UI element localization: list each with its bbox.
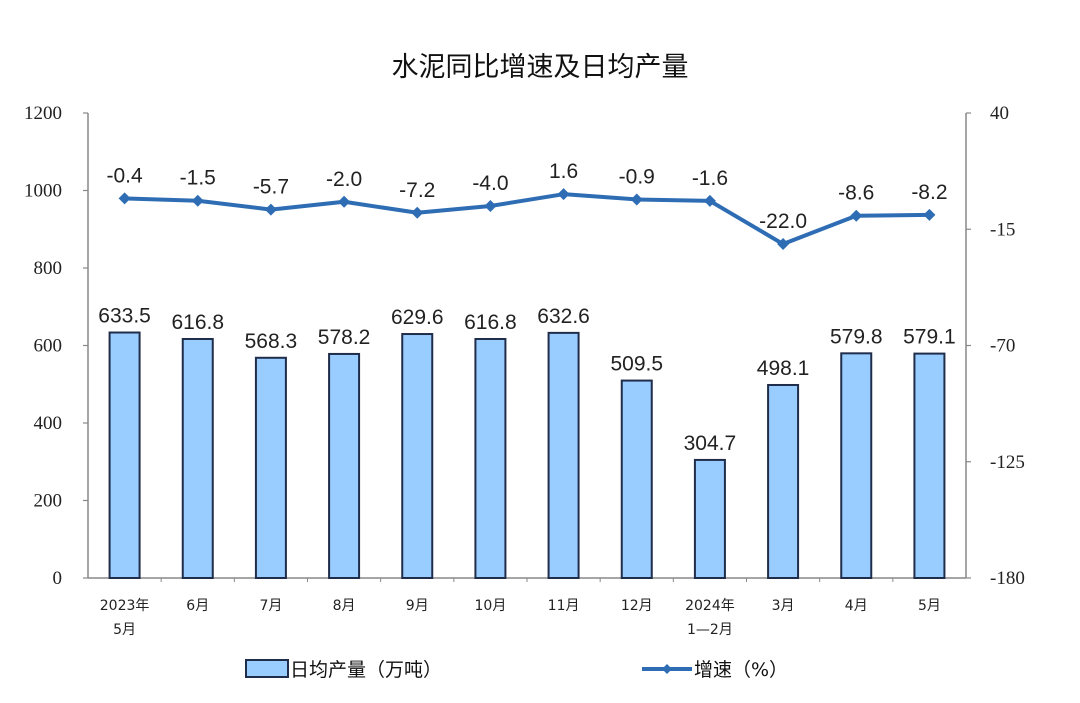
line-value-label: -8.2 xyxy=(911,181,947,204)
diamond-marker-icon xyxy=(777,238,790,251)
bar xyxy=(328,352,361,580)
legend-diamond-icon xyxy=(662,664,672,674)
bar-series xyxy=(108,331,946,580)
bar-value-label: 632.6 xyxy=(537,305,590,328)
left-tick-label: 200 xyxy=(34,491,63,512)
category-label: 11月 xyxy=(548,598,580,614)
diamond-marker-icon xyxy=(338,195,351,208)
bar xyxy=(547,331,580,579)
bar xyxy=(254,356,287,579)
line-value-label: 1.6 xyxy=(549,160,578,183)
diamond-marker-icon xyxy=(850,209,863,222)
axes: 0 200 400 600 800 1000 1200 -180 -125 -70 -15 40 202… xyxy=(24,103,1025,638)
bar xyxy=(620,379,653,579)
right-tick-label: -70 xyxy=(990,336,1015,357)
category-label: 2024年 xyxy=(685,598,735,614)
left-tick-label: 1200 xyxy=(24,103,62,124)
category-label: 9月 xyxy=(406,598,429,614)
category-label: 10月 xyxy=(475,598,507,614)
bar xyxy=(181,337,214,579)
category-label: 5月 xyxy=(113,622,136,638)
category-label: 7月 xyxy=(259,598,282,614)
right-tick-label: 40 xyxy=(990,103,1009,124)
category-label: 4月 xyxy=(845,598,868,614)
bar xyxy=(767,383,800,579)
line-value-label: -8.6 xyxy=(838,182,874,205)
category-label: 8月 xyxy=(333,598,356,614)
bar-value-label: 629.6 xyxy=(391,306,444,329)
category-label: 12月 xyxy=(621,598,653,614)
line-value-label: -2.0 xyxy=(326,168,362,191)
diamond-marker-icon xyxy=(484,200,497,212)
line-value-label: -1.5 xyxy=(180,167,216,190)
bar xyxy=(913,352,946,579)
line-value-label: -0.9 xyxy=(619,165,655,188)
category-label: 6月 xyxy=(186,598,209,614)
legend: 日均产量（万吨） 增速（%） xyxy=(245,659,788,681)
line-series xyxy=(118,188,936,251)
left-tick-label: 800 xyxy=(34,258,63,279)
right-tick-label: -125 xyxy=(990,452,1025,473)
left-tick-label: 600 xyxy=(34,336,63,357)
bar-value-label: 304.7 xyxy=(684,432,737,455)
diamond-marker-icon xyxy=(191,194,204,207)
legend-line-label: 增速（%） xyxy=(694,659,788,681)
line-value-label: -5.7 xyxy=(253,176,289,199)
bar-value-label: 509.5 xyxy=(610,353,663,376)
bar-value-label: 568.3 xyxy=(245,330,298,353)
diamond-marker-icon xyxy=(264,203,277,216)
line-value-label: -1.6 xyxy=(692,167,728,190)
bar-value-label: 498.1 xyxy=(757,357,810,380)
bar-value-label: 633.5 xyxy=(98,305,151,328)
diamond-marker-icon xyxy=(703,194,716,207)
chart-title: 水泥同比增速及日均产量 xyxy=(392,52,689,83)
diamond-marker-icon xyxy=(557,188,570,201)
bar-value-label: 579.8 xyxy=(830,325,883,348)
legend-bar-label: 日均产量（万吨） xyxy=(290,659,442,681)
right-tick-label: -180 xyxy=(990,568,1025,589)
left-tick-label: 400 xyxy=(34,413,63,434)
category-label: 3月 xyxy=(772,598,795,614)
line-value-label: -4.0 xyxy=(472,172,508,195)
bar xyxy=(108,331,141,579)
line-value-label: -22.0 xyxy=(759,210,807,233)
diamond-marker-icon xyxy=(630,193,643,206)
bar xyxy=(840,352,873,580)
bar-value-label: 579.1 xyxy=(903,326,956,349)
left-tick-label: 1000 xyxy=(24,181,62,202)
bar-value-label: 616.8 xyxy=(171,311,224,334)
diamond-marker-icon xyxy=(923,208,936,221)
category-label: 1—2月 xyxy=(687,622,733,638)
line-value-label: -0.4 xyxy=(106,164,143,187)
bar-value-label: 616.8 xyxy=(464,311,517,334)
legend-bar-swatch xyxy=(245,659,289,678)
growth-line xyxy=(124,192,930,247)
category-label: 2023年 xyxy=(100,598,150,614)
line-value-label: -7.2 xyxy=(399,179,435,202)
right-tick-label: -15 xyxy=(990,219,1015,240)
diamond-marker-icon xyxy=(118,192,131,205)
bar xyxy=(474,337,507,579)
diamond-marker-icon xyxy=(411,206,424,219)
category-label: 5月 xyxy=(918,598,941,614)
bar xyxy=(401,333,434,579)
bar-value-label: 578.2 xyxy=(318,326,371,349)
data-labels: 633.5 616.8 568.3 578.2 629.6 616.8 632.6 509.5… xyxy=(98,160,955,455)
bar xyxy=(693,458,726,579)
left-tick-label: 0 xyxy=(53,568,63,589)
